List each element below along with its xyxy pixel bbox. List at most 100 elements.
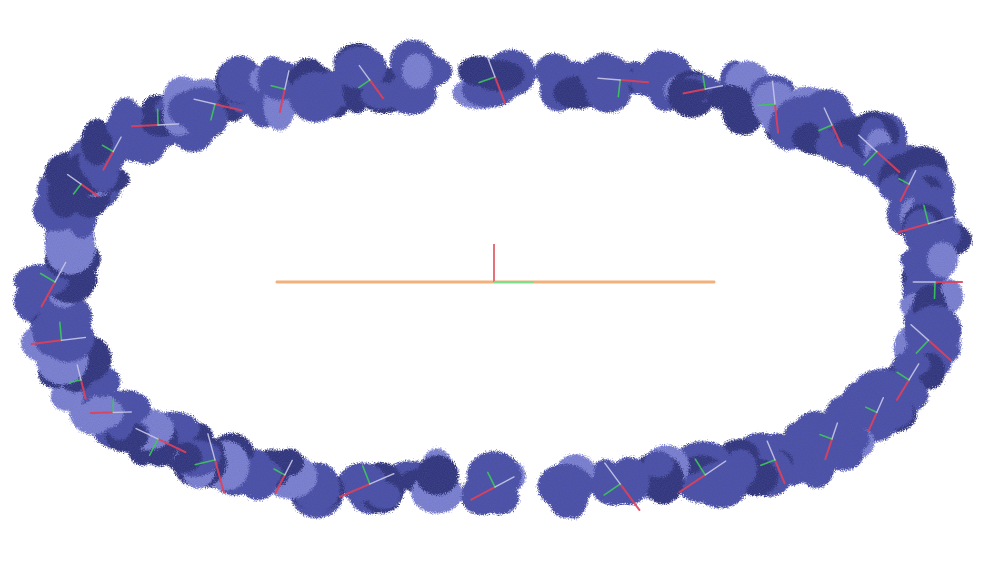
subunit-axis-frame xyxy=(470,471,515,501)
frame-axis-x xyxy=(89,411,115,414)
frame-axis-x xyxy=(678,473,707,494)
protein-subunit-blob xyxy=(367,481,401,510)
frame-axis-y xyxy=(478,76,496,84)
frame-axis-x xyxy=(80,378,87,400)
subunit-axis-frame xyxy=(273,459,293,494)
frame-axis-z xyxy=(486,55,496,78)
frame-axis-x xyxy=(274,473,286,494)
subunit-axis-frame xyxy=(101,136,122,171)
subunit-axis-frame xyxy=(895,363,920,401)
frame-axis-z xyxy=(908,169,917,185)
frame-axis-x xyxy=(927,339,952,361)
frame-axis-z xyxy=(823,107,833,126)
frame-axis-z xyxy=(157,123,180,126)
protein-subunit-blob xyxy=(932,220,962,249)
frame-axis-y xyxy=(617,79,622,98)
subunit-axis-frame xyxy=(130,108,180,128)
frame-axis-y xyxy=(759,459,776,467)
frame-axis-y xyxy=(923,204,930,225)
protein-subunit-blob xyxy=(466,451,522,502)
central-axis xyxy=(275,244,716,284)
frame-axis-x xyxy=(824,438,833,461)
frame-axis-y xyxy=(101,144,114,153)
frame-axis-x xyxy=(130,124,159,128)
frame-axis-z xyxy=(910,324,930,341)
subunit-axis-frame xyxy=(270,70,290,113)
subunit-axis-frame xyxy=(682,75,724,95)
protein-subunit-blob xyxy=(402,53,432,89)
frame-axis-z xyxy=(284,70,290,90)
frame-axis-z xyxy=(494,476,515,488)
frame-axis-y xyxy=(72,183,82,195)
frame-axis-x xyxy=(102,150,115,171)
subunit-axis-frame xyxy=(858,134,901,173)
protein-subunit-blob xyxy=(678,471,734,503)
subunit-axis-frame xyxy=(597,77,649,98)
frame-axis-z xyxy=(207,433,216,461)
subunit-axis-frame xyxy=(39,261,67,308)
frame-axis-x xyxy=(214,103,243,112)
frame-axis-x xyxy=(774,458,786,485)
frame-axis-x xyxy=(867,411,878,432)
frame-axis-x xyxy=(40,281,56,308)
frame-axis-z xyxy=(766,440,776,461)
frame-axis-y xyxy=(68,379,82,384)
frame-axis-z xyxy=(604,462,621,485)
subunit-axis-frame xyxy=(89,398,132,414)
frame-axis-y xyxy=(39,272,56,283)
protein-subunit-blob xyxy=(218,55,262,103)
frame-axis-x xyxy=(875,150,901,173)
protein-subunit-blob xyxy=(629,63,671,97)
subunit-axis-frame xyxy=(864,397,884,432)
frame-axis-z xyxy=(193,98,216,105)
frame-axis-z xyxy=(369,473,395,485)
subunit-axis-frame xyxy=(357,64,384,100)
frame-axis-z xyxy=(597,77,621,81)
frame-axis-x xyxy=(157,438,187,454)
frame-axis-y xyxy=(58,321,63,342)
frame-axis-y xyxy=(694,458,707,476)
protein-subunit-blob xyxy=(903,209,939,255)
frame-axis-x xyxy=(214,458,225,494)
subunit-axis-frame xyxy=(759,440,786,485)
subunit-axis-frame xyxy=(66,173,99,197)
frame-axis-x xyxy=(899,183,910,202)
frame-axis-y xyxy=(896,371,910,381)
frame-axis-x xyxy=(897,222,930,234)
subunit-axis-frame xyxy=(897,204,954,234)
frame-axis-y xyxy=(756,103,776,107)
frame-axis-x xyxy=(80,183,99,197)
subunit-axis-frame xyxy=(898,169,917,202)
frame-axis-y xyxy=(210,103,216,121)
protein-subunit-blob xyxy=(275,448,304,476)
frame-axis-y xyxy=(194,459,216,466)
frame-axis-z xyxy=(66,173,82,185)
subunit-axis-frame xyxy=(603,462,641,511)
protein-subunit-blob xyxy=(559,468,589,519)
frame-axis-z xyxy=(60,336,87,341)
protein-subunit-blob xyxy=(586,76,631,113)
frame-axis-y xyxy=(603,483,622,496)
frame-axis-z xyxy=(358,64,371,81)
subunit-axis-frames xyxy=(30,55,964,511)
protein-subunit-blob xyxy=(642,450,674,478)
protein-subunit-blob xyxy=(927,242,958,278)
subunit-axis-frame xyxy=(68,364,87,400)
frame-axis-y xyxy=(702,75,707,90)
subunit-axis-frame xyxy=(478,55,506,105)
frame-axis-z xyxy=(908,363,920,381)
frame-axis-x xyxy=(895,378,910,401)
subunit-axis-frame xyxy=(756,80,780,134)
protein-subunit-blob xyxy=(81,119,113,166)
frame-axis-x xyxy=(30,339,63,345)
subunit-axis-frame xyxy=(338,464,395,498)
frame-axis-z xyxy=(927,216,954,225)
frame-axis-y xyxy=(357,79,371,89)
frame-axis-y xyxy=(148,438,159,457)
frame-axis-y xyxy=(915,339,930,354)
frame-axis-x xyxy=(338,483,371,498)
subunit-axis-frame xyxy=(135,427,187,457)
frame-axis-x xyxy=(368,79,384,100)
frame-axis-y xyxy=(898,178,910,185)
